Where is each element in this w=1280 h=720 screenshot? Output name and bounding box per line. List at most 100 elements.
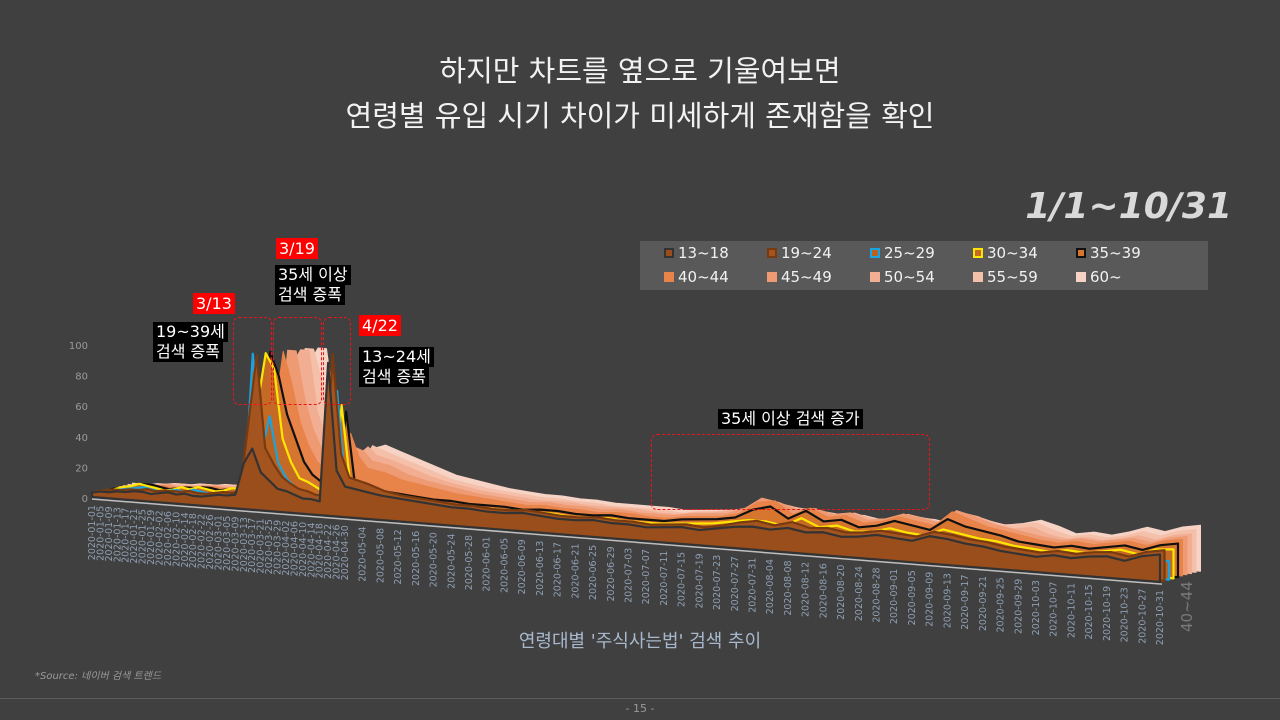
legend-item: 19~24 xyxy=(767,242,832,264)
annotation-text-0313-line1: 19~39세 xyxy=(153,322,228,342)
annotation-text-0313-line2: 검색 증폭 xyxy=(153,342,223,362)
slide-title-line2: 연령별 유입 시기 차이가 미세하게 존재함을 확인 xyxy=(345,99,935,133)
highlight-box-0313 xyxy=(233,317,272,405)
page-number: - 15 - xyxy=(625,702,655,715)
legend-swatch xyxy=(767,248,777,258)
x-tick-label: 2020-05-04 xyxy=(358,527,369,582)
legend-label: 55~59 xyxy=(987,268,1038,286)
x-tick-label: 2020-01-29 xyxy=(146,510,157,565)
x-tick-label: 2020-06-13 xyxy=(535,541,546,596)
x-tick-label: 2020-02-26 xyxy=(205,514,216,569)
x-tick-label: 2020-02-02 xyxy=(154,510,165,565)
slide-title-line1: 하지만 차트를 옆으로 기울여보면 xyxy=(439,54,841,88)
legend-swatch xyxy=(767,272,777,282)
x-tick-label: 2020-09-21 xyxy=(978,576,989,631)
x-tick-label: 2020-08-24 xyxy=(854,566,865,621)
y-tick-label: 60 xyxy=(75,402,88,413)
depth-axis-label: 40~44 xyxy=(1178,581,1196,632)
x-tick-label: 2020-10-07 xyxy=(1049,582,1060,637)
x-tick-label: 2020-09-01 xyxy=(889,569,900,624)
legend-item: 25~29 xyxy=(870,242,935,264)
x-tick-label: 2020-04-14 xyxy=(306,522,317,577)
legend-label: 45~49 xyxy=(781,268,832,286)
x-tick-label: 2020-09-05 xyxy=(907,570,918,625)
footer-divider xyxy=(0,698,1280,699)
x-tick-label: 2020-04-18 xyxy=(315,523,326,578)
highlight-box-0422 xyxy=(323,317,351,405)
legend-item: 13~18 xyxy=(664,242,729,264)
highlight-box-aug-sep xyxy=(651,434,930,510)
series-45-49 xyxy=(118,349,1188,576)
x-tick-label: 2020-07-27 xyxy=(730,556,741,611)
x-tick-label: 2020-07-11 xyxy=(659,551,670,606)
x-tick-label: 2020-03-13 xyxy=(239,517,250,572)
x-tick-label: 2020-08-08 xyxy=(783,560,794,615)
x-tick-label: 2020-05-28 xyxy=(464,535,475,590)
x-tick-label: 2020-10-27 xyxy=(1137,589,1148,644)
x-tick-label: 2020-04-30 xyxy=(340,525,351,580)
x-tick-label: 2020-01-17 xyxy=(121,508,132,563)
x-tick-label: 2020-10-31 xyxy=(1155,590,1166,645)
x-tick-label: 2020-01-21 xyxy=(129,508,140,563)
x-tick-label: 2020-05-20 xyxy=(429,532,440,587)
x-tick-label: 2020-07-19 xyxy=(694,553,705,608)
x-tick-label: 2020-05-12 xyxy=(393,529,404,584)
y-tick-label: 80 xyxy=(75,372,88,383)
annotation-text-0422-line1: 13~24세 xyxy=(359,347,434,367)
legend-swatch xyxy=(870,272,880,282)
x-tick-label: 2020-01-09 xyxy=(104,506,115,561)
x-tick-label: 2020-10-03 xyxy=(1031,580,1042,635)
legend-swatch xyxy=(1076,248,1086,258)
x-tick-label: 2020-07-03 xyxy=(623,548,634,603)
x-tick-label: 2020-10-23 xyxy=(1120,587,1131,642)
x-tick-label: 2020-10-15 xyxy=(1084,584,1095,639)
legend-item: 40~44 xyxy=(664,266,729,288)
x-tick-label: 2020-06-09 xyxy=(517,539,528,594)
legend-item: 60~ xyxy=(1076,266,1122,288)
x-tick-label: 2020-06-25 xyxy=(588,545,599,600)
annotation-text-0319-line2: 검색 증폭 xyxy=(275,285,345,305)
legend-item: 30~34 xyxy=(973,242,1038,264)
x-tick-label: 2020-03-25 xyxy=(264,519,275,574)
x-tick-label: 2020-03-17 xyxy=(247,518,258,573)
x-tick-label: 2020-03-29 xyxy=(273,520,284,575)
x-tick-label: 2020-04-02 xyxy=(281,520,292,575)
x-tick-label: 2020-09-25 xyxy=(996,577,1007,632)
y-tick-label: 40 xyxy=(75,433,88,444)
x-tick-label: 2020-01-01 xyxy=(87,505,98,560)
x-tick-label: 2020-03-01 xyxy=(214,515,225,570)
x-tick-label: 2020-09-17 xyxy=(960,574,971,629)
annotation-text-35plus-increase: 35세 이상 검색 증가 xyxy=(718,409,863,429)
x-tick-label: 2020-06-29 xyxy=(606,546,617,601)
legend-item: 45~49 xyxy=(767,266,832,288)
x-tick-label: 2020-02-18 xyxy=(188,513,199,568)
x-tick-label: 2020-08-12 xyxy=(801,562,812,617)
y-tick-label: 100 xyxy=(69,341,88,352)
legend-label: 50~54 xyxy=(884,268,935,286)
x-tick-label: 2020-07-23 xyxy=(712,555,723,610)
x-tick-label: 2020-06-01 xyxy=(482,536,493,591)
legend-label: 35~39 xyxy=(1090,244,1141,262)
x-tick-label: 2020-02-14 xyxy=(180,512,191,567)
x-tick-label: 2020-05-16 xyxy=(411,531,422,586)
x-tick-label: 2020-06-21 xyxy=(570,543,581,598)
x-tick-label: 2020-01-13 xyxy=(112,507,123,562)
legend-label: 13~18 xyxy=(678,244,729,262)
x-tick-label: 2020-01-05 xyxy=(95,506,106,561)
x-tick-label: 2020-06-05 xyxy=(499,538,510,593)
legend-swatch xyxy=(664,272,674,282)
chart-legend: 13~18 19~24 25~29 30~34 35~39 40~44 45~49 50~54… xyxy=(640,241,1208,290)
x-tick-label: 2020-05-08 xyxy=(375,528,386,583)
legend-swatch xyxy=(664,248,674,258)
annotation-date-0422: 4/22 xyxy=(359,315,401,336)
x-tick-label: 2020-06-17 xyxy=(553,542,564,597)
annotation-date-0313: 3/13 xyxy=(193,293,235,314)
highlight-box-0319 xyxy=(273,317,322,405)
series-13-18 xyxy=(90,361,1162,584)
annotation-text-0422-line2: 검색 증폭 xyxy=(359,367,429,387)
legend-item: 55~59 xyxy=(973,266,1038,288)
x-tick-label: 2020-01-25 xyxy=(138,509,149,564)
x-tick-label: 2020-07-31 xyxy=(748,558,759,613)
legend-swatch xyxy=(1076,272,1086,282)
